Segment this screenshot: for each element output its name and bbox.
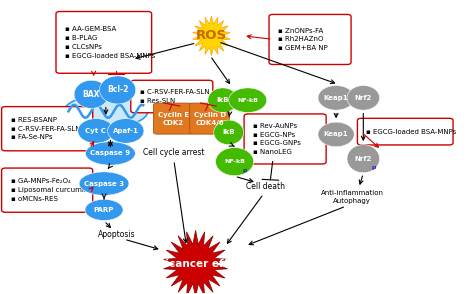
Text: Keap1: Keap1 xyxy=(324,131,348,137)
Text: Nrf2: Nrf2 xyxy=(355,156,372,162)
Polygon shape xyxy=(192,16,230,56)
Text: IkB: IkB xyxy=(217,97,229,103)
Polygon shape xyxy=(164,230,228,294)
Text: Bcl-2: Bcl-2 xyxy=(107,86,128,94)
Ellipse shape xyxy=(228,88,267,113)
Text: Apoptosis: Apoptosis xyxy=(98,230,135,239)
Ellipse shape xyxy=(74,80,109,108)
Text: ▪ GA-MNPs-Fe₂O₄
▪ Liposomal curcumin
▪ oMCNs-RES: ▪ GA-MNPs-Fe₂O₄ ▪ Liposomal curcumin ▪ o… xyxy=(11,178,88,202)
Ellipse shape xyxy=(79,172,129,195)
FancyBboxPatch shape xyxy=(190,103,229,134)
Text: Caspase 3: Caspase 3 xyxy=(84,181,124,187)
FancyBboxPatch shape xyxy=(1,168,93,212)
Text: Cyt C: Cyt C xyxy=(85,128,106,134)
Ellipse shape xyxy=(318,122,354,147)
Text: Cyclin D
CDK4/6: Cyclin D CDK4/6 xyxy=(193,112,226,126)
Text: Cyclin E
CDK2: Cyclin E CDK2 xyxy=(158,112,189,126)
FancyBboxPatch shape xyxy=(154,103,193,134)
Ellipse shape xyxy=(216,148,254,176)
Ellipse shape xyxy=(78,118,114,143)
Text: PARP: PARP xyxy=(94,207,114,213)
Ellipse shape xyxy=(100,76,136,104)
Text: Cell death: Cell death xyxy=(246,182,285,191)
Ellipse shape xyxy=(318,86,354,110)
Text: ▪ Rev-AuNPs
▪ EGCG-NPs
▪ EGCG-GNPs
▪ NanoLEG: ▪ Rev-AuNPs ▪ EGCG-NPs ▪ EGCG-GNPs ▪ Nan… xyxy=(253,123,301,155)
Text: Keap1: Keap1 xyxy=(324,95,348,101)
Ellipse shape xyxy=(347,86,380,110)
Text: Nrf2: Nrf2 xyxy=(355,95,372,101)
Text: Caspase 9: Caspase 9 xyxy=(91,151,130,156)
Ellipse shape xyxy=(214,120,244,145)
Text: ▪ ZnONPs-FA
▪ Rh2HAZnO
▪ GEM+BA NP: ▪ ZnONPs-FA ▪ Rh2HAZnO ▪ GEM+BA NP xyxy=(278,28,328,51)
Text: NF-kB: NF-kB xyxy=(237,98,258,103)
Text: ▪ RES-BSANP
▪ C-RSV-FER-FA-SLNs
▪ FA-Se-NPs: ▪ RES-BSANP ▪ C-RSV-FER-FA-SLNs ▪ FA-Se-… xyxy=(11,117,84,141)
Ellipse shape xyxy=(208,88,238,113)
Text: Anticancer effect: Anticancer effect xyxy=(145,259,246,269)
Text: Anti-inflammation
Autophagy: Anti-inflammation Autophagy xyxy=(320,190,383,204)
FancyBboxPatch shape xyxy=(56,11,152,73)
Text: Cell cycle arrest: Cell cycle arrest xyxy=(143,148,205,157)
Text: p: p xyxy=(242,168,247,173)
Ellipse shape xyxy=(85,142,135,165)
Text: IkB: IkB xyxy=(222,129,235,135)
FancyBboxPatch shape xyxy=(1,107,93,151)
Text: p: p xyxy=(371,165,375,170)
FancyBboxPatch shape xyxy=(131,80,213,113)
Ellipse shape xyxy=(85,199,123,220)
Text: ▪ C-RSV-FER-FA-SLN
▪ Res-SLN: ▪ C-RSV-FER-FA-SLN ▪ Res-SLN xyxy=(140,89,210,104)
Text: BAX: BAX xyxy=(82,90,100,99)
Ellipse shape xyxy=(347,145,380,173)
FancyBboxPatch shape xyxy=(244,114,326,164)
Text: ▪ AA-GEM-BSA
▪ B-PLAG
▪ CLCsNPs
▪ EGCG-loaded BSA-MNPs: ▪ AA-GEM-BSA ▪ B-PLAG ▪ CLCsNPs ▪ EGCG-l… xyxy=(65,26,155,59)
FancyBboxPatch shape xyxy=(269,14,351,64)
Text: Apaf-1: Apaf-1 xyxy=(113,128,139,134)
Text: ROS: ROS xyxy=(196,29,227,42)
Ellipse shape xyxy=(64,95,148,127)
Text: ▪ EGCG-loaded BSA-MNPs: ▪ EGCG-loaded BSA-MNPs xyxy=(366,129,457,135)
Text: NF-kB: NF-kB xyxy=(224,159,245,164)
FancyBboxPatch shape xyxy=(357,118,453,145)
Ellipse shape xyxy=(108,118,144,143)
